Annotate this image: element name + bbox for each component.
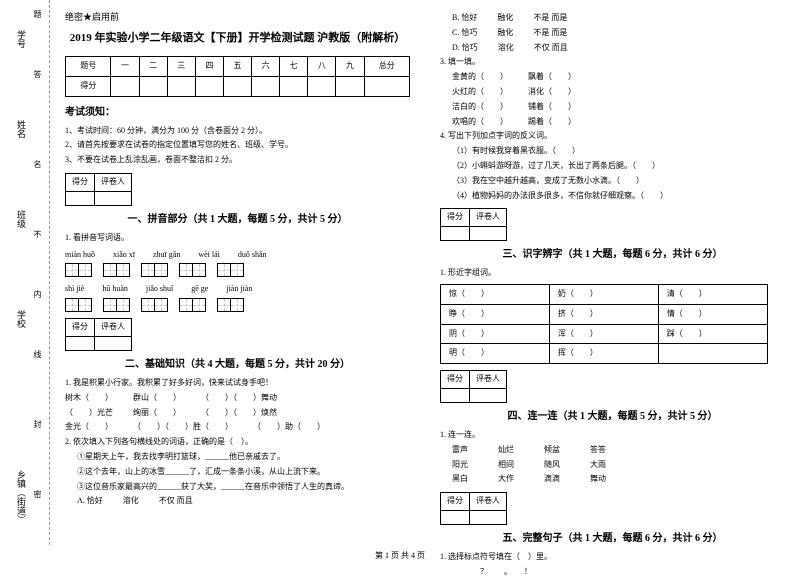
notice-3: 3、不要在试卷上乱涂乱画，卷面不整洁扣 2 分。 [65, 154, 410, 167]
content-area: 绝密★启用前 2019 年实验小学二年级语文【下册】开学检测试题 沪教版（附解析… [50, 0, 800, 545]
sec2-q2: 2. 依次填入下列各句横线处的词语，正确的是（ ）。 [65, 436, 410, 449]
sec2-q1: 1. 我是积累小行家。我积累了好多好词，快来试试身手吧！ [65, 377, 410, 390]
confidential-label: 绝密★启用前 [65, 10, 410, 24]
sec4-q: 1. 连一连。 [440, 429, 785, 442]
box-row-1 [65, 263, 410, 277]
grader-table-4: 得分评卷人 [440, 370, 507, 403]
opt-d: D. 恰巧溶化不仅 而且 [452, 42, 785, 55]
sec1-q: 1. 看拼音写词语。 [65, 232, 410, 245]
grader-table-3: 得分评卷人 [440, 208, 507, 241]
grader-table-2: 得分评卷人 [65, 318, 132, 351]
hint-bu: 不 [32, 230, 43, 238]
sidebar-xuexiao: 学校 [15, 310, 28, 328]
anti-3: （3）我在空中越升越高，变成了无数小水滴。（ ） [452, 175, 785, 188]
sec2-q3: 3. 填一填。 [440, 56, 785, 69]
sidebar-banji: 班级 [15, 210, 28, 228]
grader-table-5: 得分评卷人 [440, 492, 507, 525]
char-table: 惊（ ）奶（ ）清（ ） 睁（ ）挤（ ）情（ ） 阴（ ）浑（ ）踩（ ） 明… [440, 284, 768, 364]
hint-ti: 题 [32, 10, 43, 18]
pinyin-row-2: shì jièhū huànjiǎo shuǐgē gejiàn jiàn [65, 283, 410, 296]
score-header-row: 题号一二三四五六七八九总分 [66, 56, 410, 76]
section-2-title: 二、基础知识（共 4 大题，每题 5 分，共计 20 分） [65, 357, 410, 373]
sec2-line1: ①星期天上午，我去找李明打篮球，______他已亲戚去了。 [77, 451, 410, 464]
sidebar-xingming: 姓名 [15, 120, 28, 138]
grader-table-1: 得分评卷人 [65, 173, 132, 206]
right-column: B. 恰好融化不是 而是 C. 恰巧融化不是 而是 D. 恰巧溶化不仅 而且 3… [425, 0, 800, 545]
opt-b: B. 恰好融化不是 而是 [452, 12, 785, 25]
opt-a: A. 恰好溶化不仅 而且 [77, 495, 410, 508]
box-row-2 [65, 298, 410, 312]
exam-title: 2019 年实验小学二年级语文【下册】开学检测试题 沪教版（附解析） [65, 30, 410, 48]
anti-4: （4）植物妈妈的办法很多很多，不信你就仔细观察。（ ） [452, 190, 785, 203]
score-value-row: 得分 [66, 76, 410, 96]
hint-feng: 封 [32, 420, 43, 428]
section-3-title: 三、识字辨字（共 1 大题，每题 6 分，共计 6 分） [440, 247, 785, 263]
hint-xian: 线 [32, 350, 43, 358]
pinyin-row-1: miàn huǒxiǎo xīzhuī gǎnwèi láiduǒ shǎn [65, 249, 410, 262]
sec2-line3: ③这位音乐家最高兴的______获了大奖，______在音乐中领悟了人生的真谛。 [77, 481, 410, 494]
hint-da: 答 [32, 70, 43, 78]
notice-2: 2、请首先按要求在试卷的指定位置填写您的姓名、班级、学号。 [65, 139, 410, 152]
opt-c: C. 恰巧融化不是 而是 [452, 27, 785, 40]
hint-nei: 内 [32, 290, 43, 298]
binding-sidebar: 学号 姓名 班级 学校 乡镇（街道） 题 答 名 不 内 线 封 密 [0, 0, 50, 545]
section-1-title: 一、拼音部分（共 1 大题，每题 5 分，共计 5 分） [65, 212, 410, 228]
page-footer: 第 1 页 共 4 页 [0, 550, 800, 561]
score-table: 题号一二三四五六七八九总分 得分 [65, 56, 410, 97]
sidebar-xuehao: 学号 [15, 30, 28, 48]
sidebar-xiangzhen: 乡镇（街道） [15, 470, 28, 524]
sec2-q4: 4. 写出下列加点字词的反义词。 [440, 130, 785, 143]
sec3-q: 1. 形近字组词。 [440, 267, 785, 280]
section-4-title: 四、连一连（共 1 大题，每题 5 分，共计 5 分） [440, 409, 785, 425]
sec2-line2: ②这个去年，山上的冰雪______了，汇成一条条小溪，从山上流下来。 [77, 466, 410, 479]
hint-mi: 密 [32, 490, 43, 498]
notice-title: 考试须知： [65, 105, 410, 121]
hint-ming: 名 [32, 160, 43, 168]
anti-1: （1）有时候我穿着黑衣服。（ ） [452, 145, 785, 158]
notice-1: 1、考试时间：60 分钟，满分为 100 分（含卷面分 2 分）。 [65, 125, 410, 138]
section-5-title: 五、完整句子（共 1 大题，每题 6 分，共计 6 分） [440, 531, 785, 547]
sec5-marks: ？ 。 ！ [480, 566, 785, 579]
left-column: 绝密★启用前 2019 年实验小学二年级语文【下册】开学检测试题 沪教版（附解析… [50, 0, 425, 545]
anti-2: （2）小蝌蚪游呀游，过了几天，长出了两条后腿。（ ） [452, 160, 785, 173]
